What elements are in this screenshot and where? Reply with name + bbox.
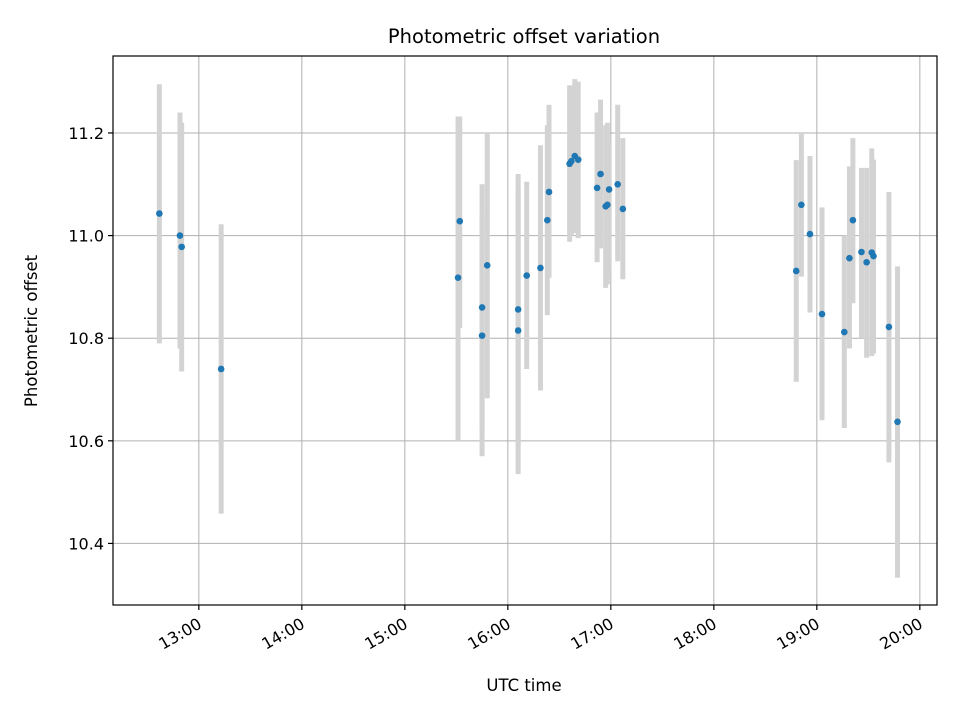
data-point [885,323,893,331]
data-point [537,264,544,272]
y-axis-label: Photometric offset [22,254,41,407]
data-point [858,248,865,256]
data-point [156,210,163,217]
data-point [841,328,848,336]
data-point [806,230,814,238]
data-point [217,365,225,373]
data-point [863,258,870,266]
data-point [619,205,627,213]
data-point [818,310,826,318]
data-point [478,332,486,339]
data-point [849,216,857,224]
data-point [514,306,522,313]
data-point [798,201,805,209]
data-point [574,156,582,163]
data-point [544,216,551,224]
data-point [605,186,613,193]
data-point [614,180,621,188]
data-point [593,184,601,192]
chart-title: Photometric offset variation [388,25,660,48]
data-point [483,262,491,269]
data-point [514,327,522,334]
data-point [597,170,604,178]
y-tick-label: 11.2 [68,124,104,143]
data-point [178,243,185,251]
data-point [456,217,464,225]
data-points [156,152,901,426]
axes-frame [112,55,938,606]
data-point [792,267,800,275]
data-point [454,274,462,281]
data-point [604,201,611,209]
data-point [176,232,184,239]
y-tick-label: 11.0 [68,227,104,246]
data-point [523,272,531,279]
x-axis-label: UTC time [486,676,561,695]
data-point [568,157,575,165]
data-point [545,188,553,196]
data-point [870,252,877,260]
y-tick-label: 10.6 [68,432,104,451]
y-axis-ticks: 10.4 10.6 10.8 11.0 11.2 [68,124,113,553]
data-point [478,304,486,311]
y-tick-label: 10.8 [68,329,104,348]
data-point [894,418,901,426]
data-point [846,254,853,262]
y-tick-label: 10.4 [68,534,104,553]
